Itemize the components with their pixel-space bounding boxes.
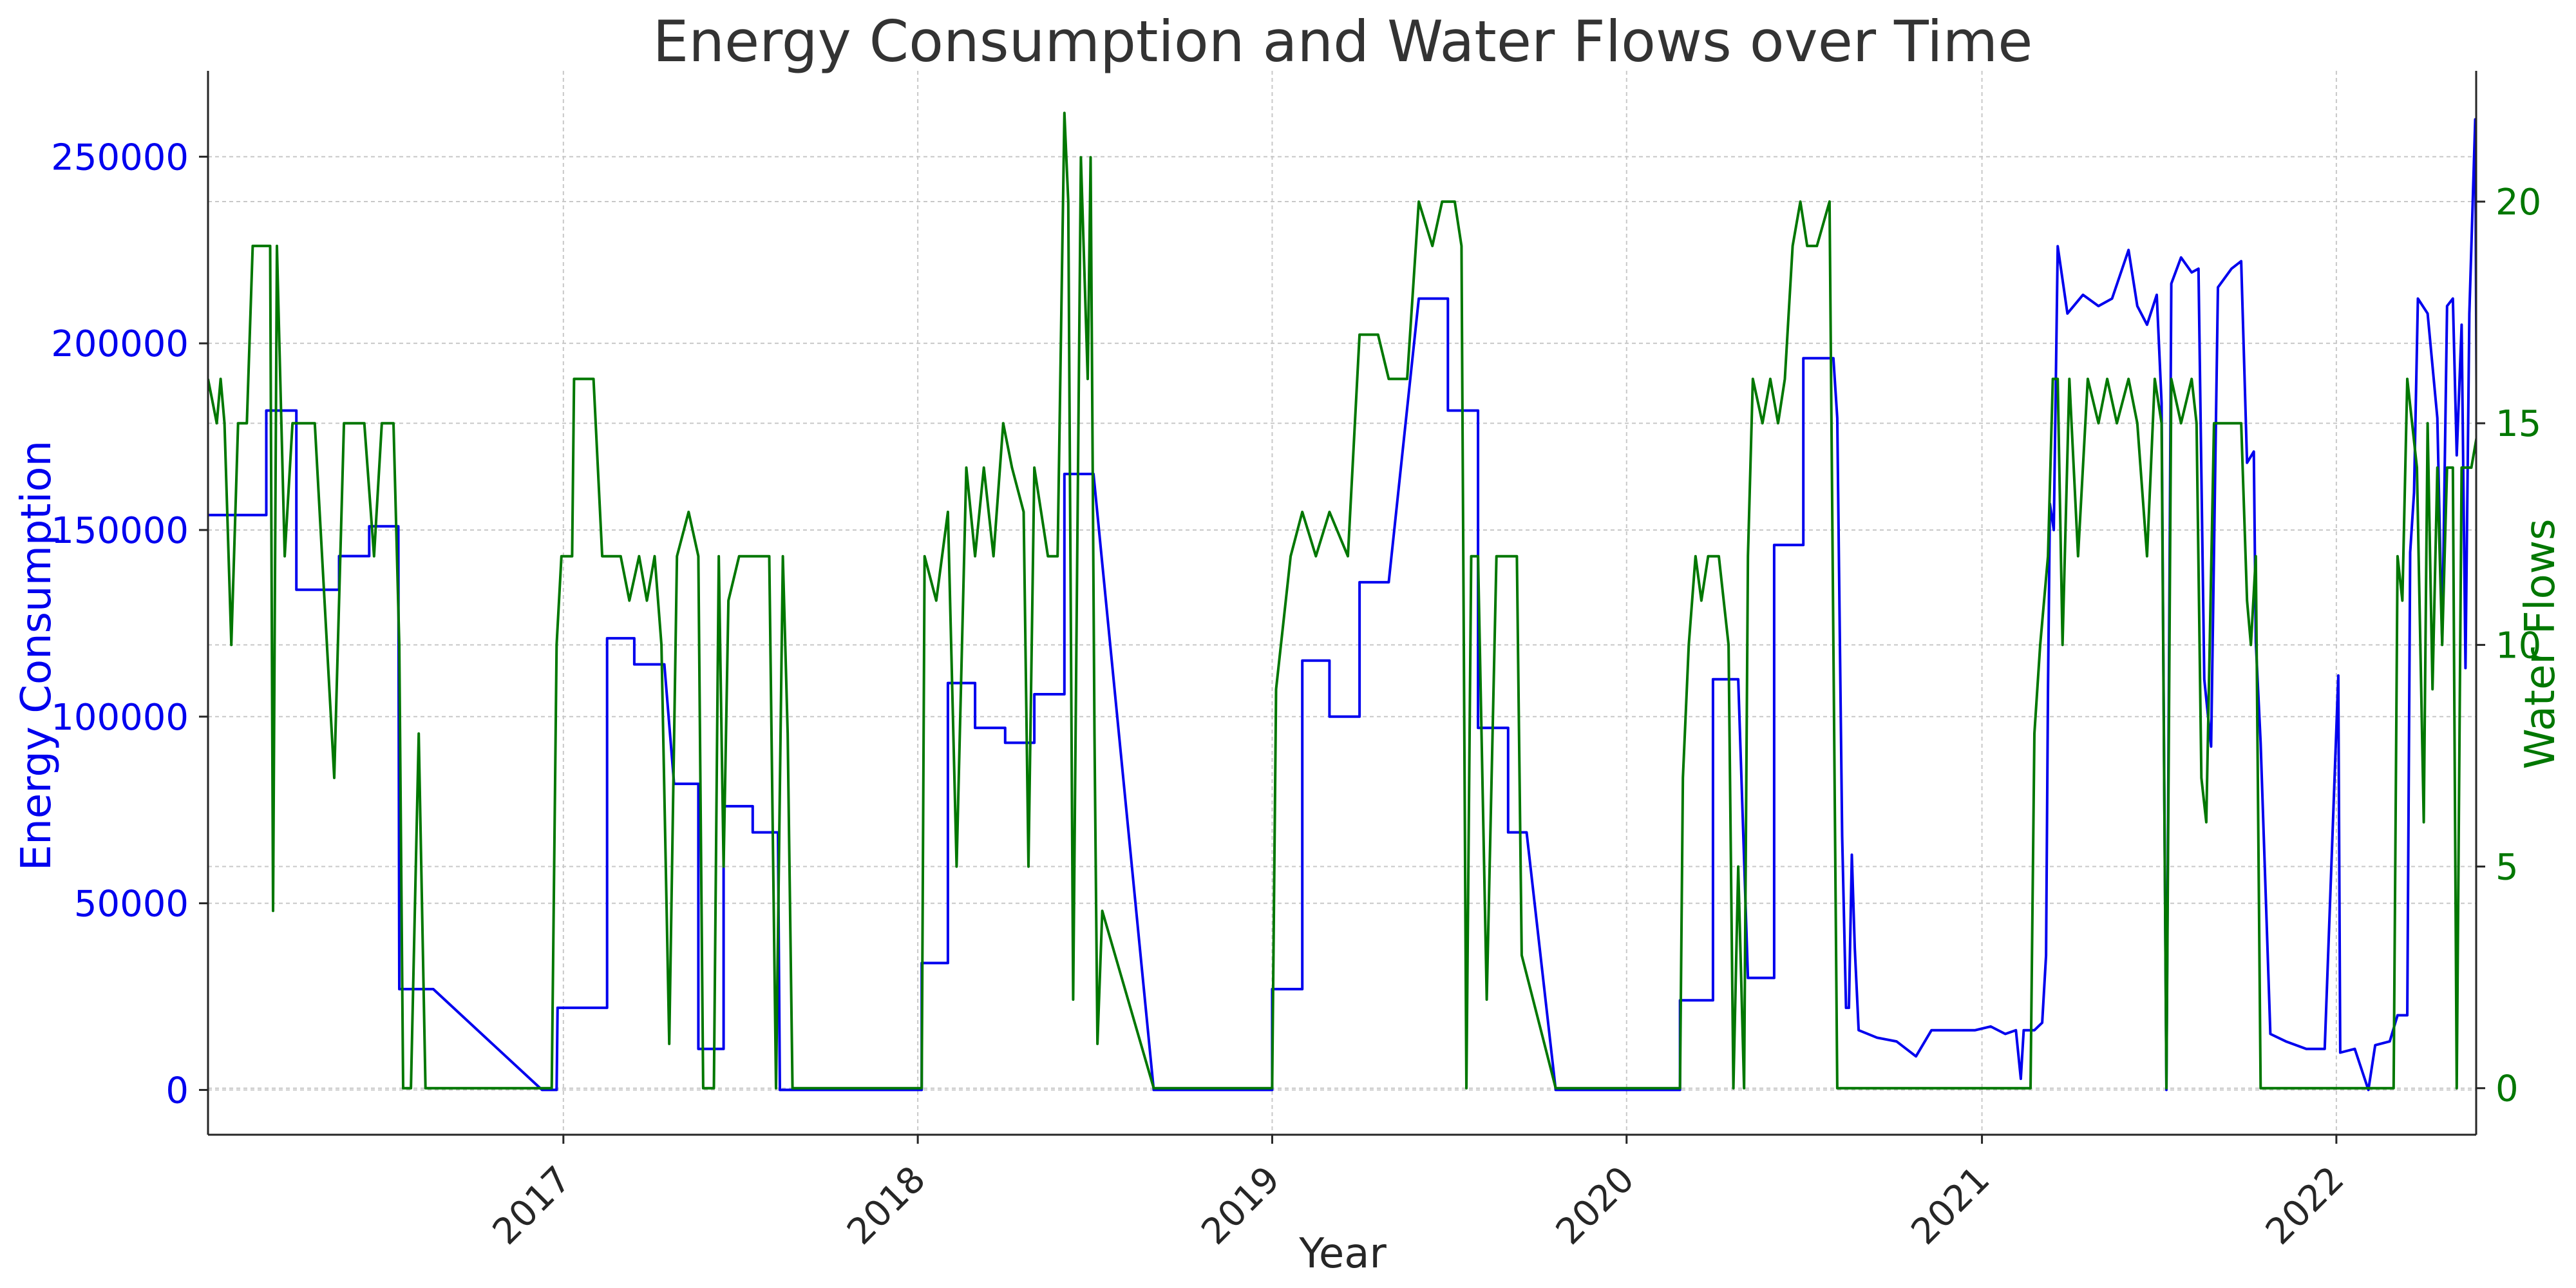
left-y-tick-label: 0 bbox=[166, 1070, 189, 1112]
right-y-tick-label: 15 bbox=[2496, 403, 2541, 445]
energy-consumption-line bbox=[208, 118, 2476, 1092]
x-axis-title: Year bbox=[1298, 1230, 1387, 1278]
series-lines bbox=[208, 111, 2476, 1092]
left-y-tick-label: 50000 bbox=[74, 884, 189, 925]
gridlines bbox=[208, 71, 2476, 1135]
right-y-tick-label: 5 bbox=[2496, 847, 2519, 889]
water-flows-line bbox=[208, 111, 2476, 1090]
left-y-tick-label: 150000 bbox=[51, 510, 189, 552]
left-y-tick-label: 100000 bbox=[51, 697, 189, 739]
right-y-tick-label: 0 bbox=[2496, 1068, 2519, 1110]
right-y-axis-title: Water Flows bbox=[2517, 519, 2564, 770]
right-y-tick-label: 20 bbox=[2496, 182, 2541, 223]
left-y-tick-label: 200000 bbox=[51, 323, 189, 365]
right-y-tick-label: 10 bbox=[2496, 625, 2541, 667]
left-y-tick-label: 250000 bbox=[51, 137, 189, 178]
left-y-axis-title: Energy Consumption bbox=[13, 440, 61, 871]
chart-title: Energy Consumption and Water Flows over … bbox=[653, 8, 2033, 75]
